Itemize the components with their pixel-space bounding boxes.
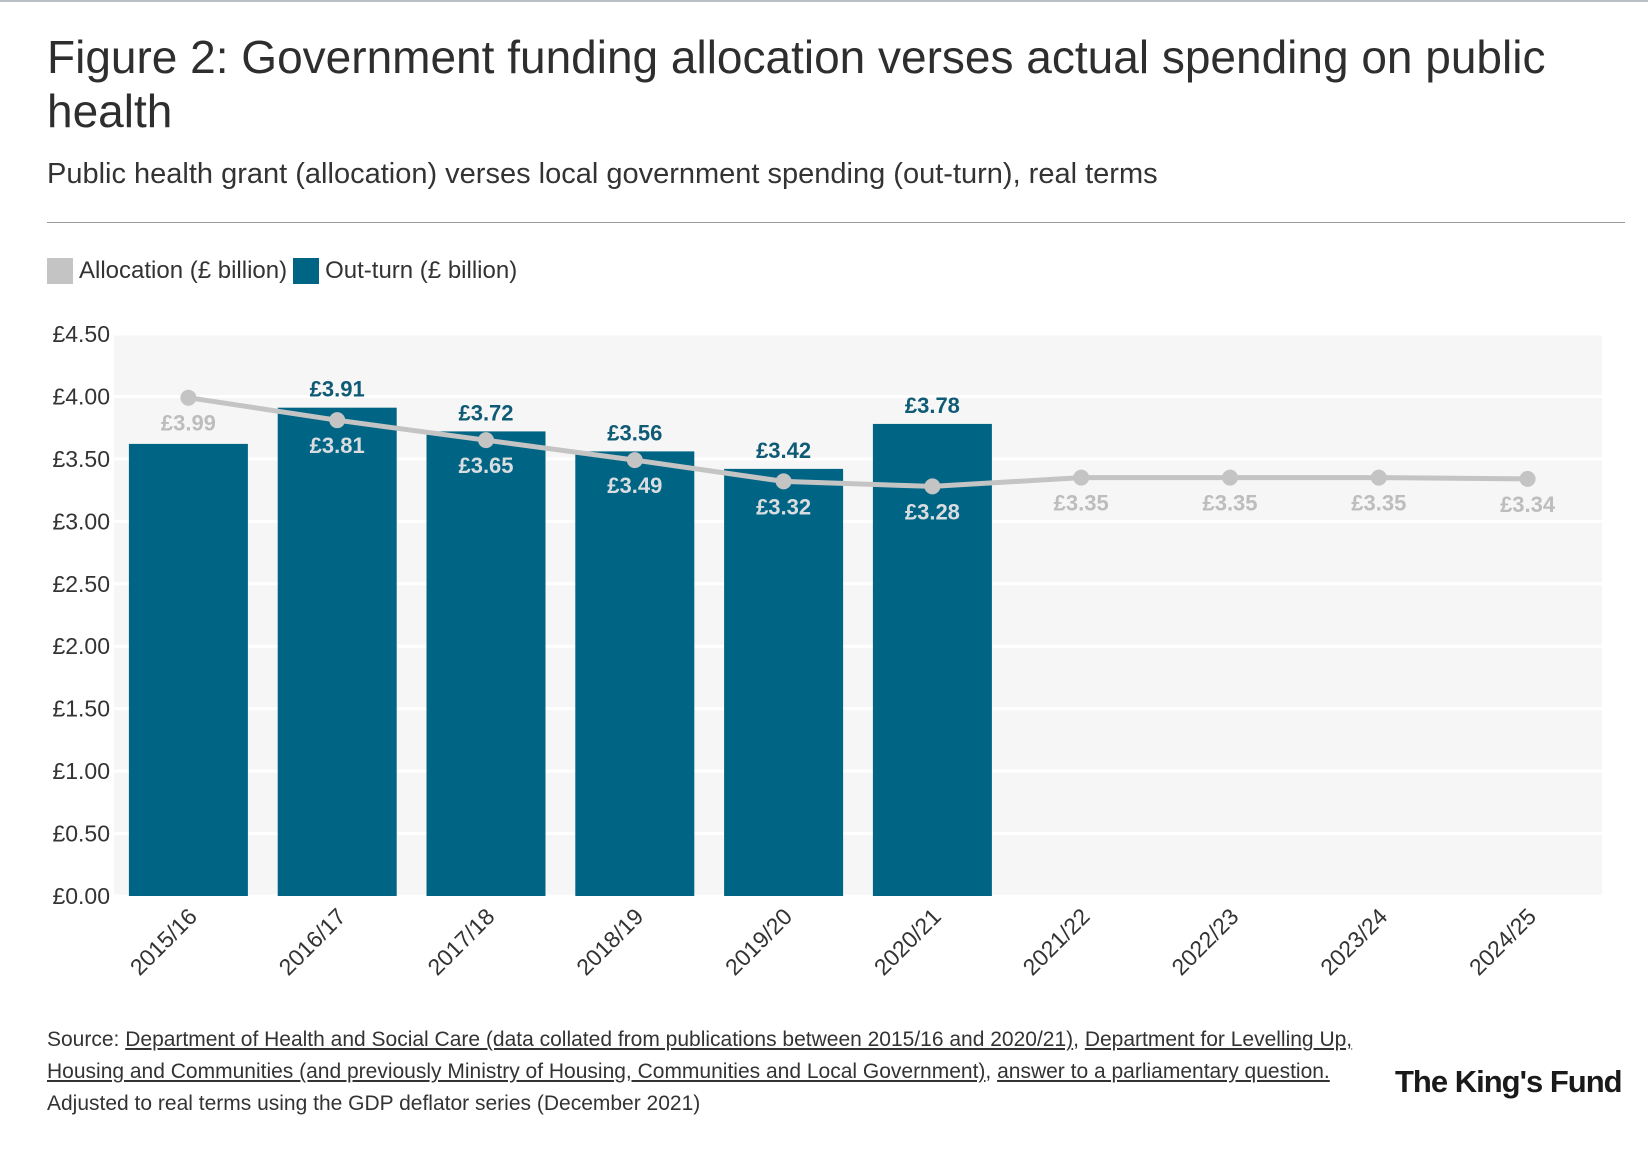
y-tick-label: £4.50 [52, 321, 110, 347]
legend-item-allocation[interactable]: Allocation (£ billion) [47, 256, 287, 286]
y-tick-label: £3.50 [52, 446, 110, 472]
source-link-dhsc[interactable]: Department of Health and Social Care (da… [125, 1028, 1074, 1051]
chart-title: Figure 2: Government funding allocation … [47, 31, 1546, 137]
legend-label-allocation: Allocation (£ billion) [79, 257, 288, 284]
allocation-point [1073, 469, 1090, 486]
x-tick-label: 2019/20 [720, 903, 797, 980]
bar-outturn [426, 431, 546, 896]
chart-svg: £0.00 £0.50 £1.00 £1.50 £2.00 £2.50 £3.00 £3.50… [52, 321, 1602, 980]
allocation-value-label: £3.32 [756, 494, 811, 519]
y-tick-label: £4.00 [52, 383, 110, 409]
bar-outturn [575, 451, 695, 896]
allocation-value-label: £3.81 [310, 433, 365, 458]
x-tick-label: 2015/16 [125, 903, 202, 980]
allocation-point [180, 389, 197, 406]
allocation-point [1370, 469, 1387, 486]
allocation-point [924, 478, 941, 495]
allocation-point [775, 473, 792, 490]
bar-outturn [277, 407, 397, 896]
allocation-value-label: £3.34 [1500, 492, 1556, 517]
allocation-value-label: £3.28 [905, 499, 960, 524]
kings-fund-logo: The King's Fund [1395, 1064, 1623, 1100]
y-tick-label: £2.50 [52, 571, 110, 597]
x-tick-label: 2018/19 [571, 903, 648, 980]
source-separator-2: , [985, 1060, 998, 1083]
y-tick-label: £1.50 [52, 696, 110, 722]
source-separator: , [1073, 1028, 1085, 1051]
allocation-value-label: £3.65 [458, 453, 513, 478]
legend-label-outturn: Out-turn (£ billion) [325, 257, 518, 284]
legend-swatch-outturn [293, 258, 320, 284]
y-tick-label: £0.50 [52, 821, 110, 847]
allocation-value-label: £3.35 [1202, 491, 1257, 516]
allocation-point [1222, 469, 1238, 486]
allocation-value-label: £3.35 [1054, 491, 1109, 516]
bar-outturn [724, 468, 844, 896]
bar-value-label: £3.42 [756, 438, 811, 463]
allocation-point [626, 452, 643, 469]
bar-value-label: £3.78 [905, 393, 960, 418]
y-tick-label: £3.00 [52, 508, 110, 534]
allocation-value-label: £3.35 [1351, 491, 1406, 516]
bar-outturn [872, 423, 992, 896]
allocation-point [1519, 470, 1536, 487]
y-tick-label: £1.00 [52, 758, 110, 784]
y-tick-label: £2.00 [52, 633, 110, 659]
legend-item-outturn[interactable]: Out-turn (£ billion) [293, 256, 517, 286]
x-tick-label: 2016/17 [274, 903, 351, 980]
source-prefix: Source: [47, 1028, 126, 1051]
legend-swatch-allocation [47, 258, 73, 284]
chart-legend: Allocation (£ billion) Out-turn (£ billi… [47, 256, 523, 286]
logo-text: The King's Fund [1395, 1064, 1623, 1099]
x-tick-label: 2020/21 [869, 903, 946, 980]
source-link-parliamentary-question[interactable]: answer to a parliamentary question. [997, 1060, 1330, 1083]
x-tick-label: 2023/24 [1315, 903, 1392, 980]
y-tick-label: £0.00 [52, 883, 110, 909]
allocation-point [329, 412, 346, 429]
allocation-point [478, 432, 494, 449]
x-tick-label: 2017/18 [422, 903, 499, 980]
x-tick-label: 2024/25 [1464, 903, 1541, 980]
bar-value-label: £3.56 [607, 420, 662, 445]
allocation-line [188, 395, 1528, 489]
source-link-dluhc[interactable]: Department for Levelling Up, Housing and… [47, 1028, 1353, 1083]
top-border [0, 0, 1648, 2]
chart-subtitle: Public health grant (allocation) verses … [47, 158, 1158, 190]
x-tick-label: 2022/23 [1166, 903, 1243, 980]
bar-outturn [128, 443, 248, 896]
allocation-value-label: £3.99 [161, 411, 216, 436]
bar-value-label: £3.91 [310, 377, 365, 402]
deflator-note: Adjusted to real terms using the GDP def… [47, 1092, 701, 1115]
bar-value-label: £3.72 [458, 400, 513, 425]
header-divider [47, 222, 1625, 223]
x-tick-label: 2021/22 [1018, 903, 1095, 980]
allocation-value-label: £3.49 [607, 473, 662, 498]
source-footer: Source: Department of Health and Social … [47, 1024, 1367, 1120]
